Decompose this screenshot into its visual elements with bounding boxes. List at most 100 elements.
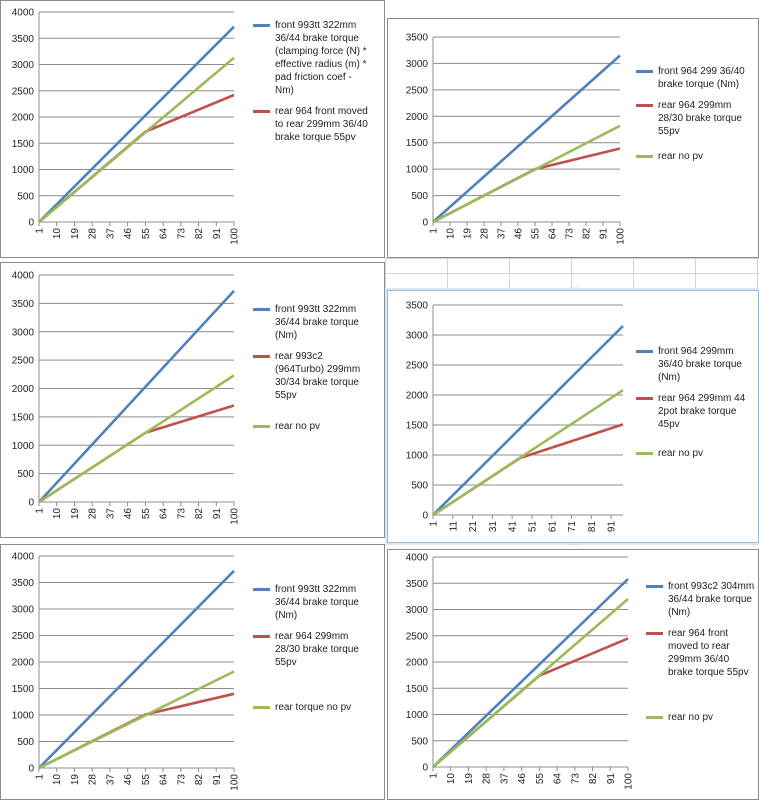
- y-tick-label: 2000: [12, 384, 35, 395]
- series-line-3: [432, 598, 629, 768]
- x-tick-label: 37: [105, 774, 116, 786]
- legend-item: rear no pv: [636, 447, 754, 460]
- y-tick-label: 0: [422, 511, 428, 522]
- legend-item: rear 993c2 (964Turbo) 299mm 30/34 brake …: [253, 350, 371, 402]
- legend-label: rear no pv: [658, 151, 704, 162]
- x-tick-label: 82: [194, 774, 205, 786]
- x-tick-label: 64: [548, 228, 559, 240]
- x-tick-label: 1: [35, 228, 46, 234]
- legend-item: rear 964 front moved to rear 299mm 36/40…: [646, 627, 756, 679]
- x-tick-label: 1: [429, 773, 440, 779]
- legend-label: rear 964 front moved to rear 299mm 36/40…: [275, 106, 368, 143]
- y-tick-label: 1000: [12, 711, 35, 722]
- series-line-3: [432, 124, 621, 224]
- legend-swatch: [636, 70, 653, 73]
- chart-svg: 0 500 1000 1500 2000 2500 3000 3500 1 10 19 28 37 46 5…: [406, 33, 627, 245]
- x-tick-label: 1: [429, 521, 440, 527]
- chart-legend: front 964 299 36/40 brake torque (Nm) rea…: [636, 65, 754, 171]
- x-tick-label: 19: [70, 774, 81, 786]
- x-tick-label: 91: [599, 228, 610, 240]
- y-tick-label: 2500: [12, 86, 35, 97]
- legend-swatch: [253, 425, 270, 428]
- x-tick-label: 100: [230, 774, 241, 791]
- x-tick-label: 81: [587, 521, 598, 533]
- resize-handle-bottom[interactable]: ····: [570, 542, 578, 548]
- chart-legend: front 993tt 322mm 36/44 brake torque (cl…: [253, 19, 371, 158]
- x-tick-label: 46: [123, 508, 134, 520]
- y-tick-label: 1500: [12, 684, 35, 695]
- legend-item: rear no pv: [646, 711, 756, 724]
- x-tick-label: 100: [616, 228, 627, 245]
- legend-swatch: [253, 24, 270, 27]
- y-tick-label: 0: [28, 764, 34, 775]
- chart-panel-1[interactable]: 0 500 1000 1500 2000 2500 3000 3500 4000 1 10 19 28 3…: [0, 0, 385, 258]
- legend-item: rear torque no pv: [253, 701, 371, 714]
- legend-swatch: [646, 585, 663, 588]
- x-tick-label: 100: [624, 773, 635, 790]
- chart-panel-6[interactable]: 0 500 1000 1500 2000 2500 3000 3500 4000 1 10 19 28 3…: [387, 549, 759, 800]
- legend-label: rear 964 299mm 28/30 brake torque 55pv: [275, 631, 359, 668]
- chart-panel-5[interactable]: 0 500 1000 1500 2000 2500 3000 3500 4000 1 10 19 28 3…: [0, 544, 385, 800]
- x-tick-label: 37: [105, 508, 116, 520]
- legend-item: rear 964 299mm 28/30 brake torque 55pv: [253, 630, 371, 669]
- y-tick-label: 3500: [406, 301, 429, 312]
- x-tick-label: 28: [480, 228, 491, 240]
- legend-swatch: [636, 397, 653, 400]
- chart-svg: 0 500 1000 1500 2000 2500 3000 3500 4000 1 10 19 28 3…: [12, 552, 241, 791]
- x-tick-label: 73: [565, 228, 576, 240]
- x-tick-label: 11: [448, 521, 459, 532]
- legend-label: front 964 299mm 36/40 brake torque (Nm): [658, 346, 742, 383]
- y-tick-label: 0: [422, 763, 428, 774]
- x-tick-label: 31: [488, 521, 499, 533]
- resize-handle-top[interactable]: ····: [570, 285, 578, 291]
- legend-label: rear 964 299mm 44 2pot brake torque 45pv: [658, 393, 746, 430]
- x-tick-label: 28: [482, 773, 493, 785]
- x-tick-label: 55: [141, 774, 152, 786]
- chart-legend: front 993tt 322mm 36/44 brake torque (Nm…: [253, 583, 371, 722]
- x-tick-label: 64: [553, 773, 564, 785]
- legend-item: rear no pv: [253, 420, 371, 433]
- y-tick-label: 1500: [406, 138, 429, 149]
- series-line-2: [38, 93, 235, 223]
- y-tick-label: 3500: [12, 34, 35, 45]
- legend-item: front 993tt 322mm 36/44 brake torque (Nm…: [253, 303, 371, 342]
- y-tick-label: 1000: [12, 441, 35, 452]
- legend-swatch: [636, 350, 653, 353]
- x-tick-label: 100: [230, 228, 241, 245]
- y-tick-label: 3000: [12, 60, 35, 71]
- y-tick-label: 1000: [406, 451, 429, 462]
- chart-panel-2[interactable]: 0 500 1000 1500 2000 2500 3000 3500 1 10 19 28 37 46 5…: [387, 18, 759, 258]
- y-tick-label: 3500: [12, 299, 35, 310]
- chart-legend: front 964 299mm 36/40 brake torque (Nm) r…: [636, 345, 754, 468]
- y-tick-label: 1500: [406, 684, 429, 695]
- x-tick-label: 46: [123, 228, 134, 240]
- series-line-1: [38, 569, 235, 769]
- y-tick-label: 500: [17, 191, 34, 202]
- x-tick-label: 1: [35, 774, 46, 780]
- y-tick-label: 500: [17, 737, 34, 748]
- y-tick-label: 0: [28, 218, 34, 229]
- x-tick-label: 1: [35, 508, 46, 514]
- legend-swatch: [636, 104, 653, 107]
- x-tick-label: 55: [535, 773, 546, 785]
- x-tick-label: 19: [464, 773, 475, 785]
- legend-swatch: [253, 308, 270, 311]
- series-line-3: [432, 389, 624, 517]
- legend-label: rear torque no pv: [275, 702, 352, 713]
- series-line-2: [38, 404, 235, 504]
- x-tick-label: 46: [514, 228, 525, 240]
- y-tick-label: 2500: [406, 85, 429, 96]
- chart-panel-3[interactable]: 0 500 1000 1500 2000 2500 3000 3500 4000 1 10 19 28 3…: [0, 262, 385, 538]
- legend-label: front 993tt 322mm 36/44 brake torque (cl…: [275, 20, 367, 96]
- x-tick-label: 51: [527, 521, 538, 533]
- x-tick-label: 41: [508, 521, 519, 533]
- chart-panel-4[interactable]: 0 500 1000 1500 2000 2500 3000 3500 1 11 21 31 41 51 6…: [387, 290, 759, 543]
- legend-label: rear 993c2 (964Turbo) 299mm 30/34 brake …: [275, 351, 361, 401]
- x-tick-label: 91: [212, 228, 223, 240]
- legend-item: rear 964 front moved to rear 299mm 36/40…: [253, 105, 371, 144]
- legend-swatch: [253, 110, 270, 113]
- y-tick-label: 2000: [12, 113, 35, 124]
- y-tick-label: 2500: [406, 361, 429, 372]
- legend-swatch: [646, 632, 663, 635]
- series-line-3: [38, 670, 235, 770]
